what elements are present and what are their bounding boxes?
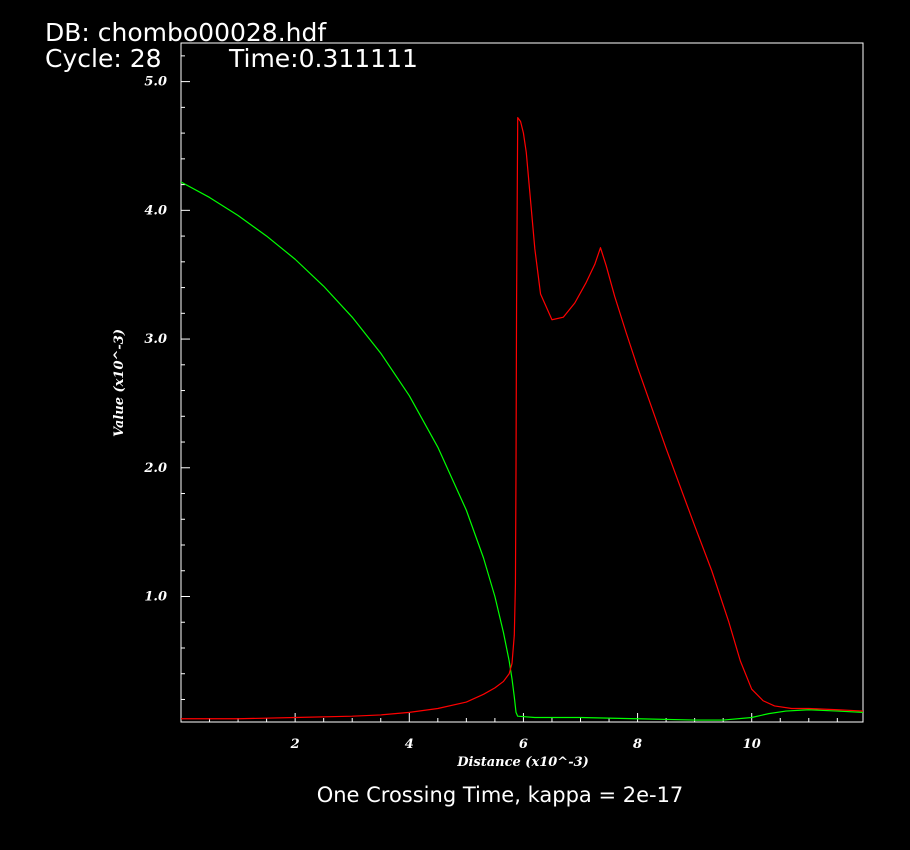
x-tick-label: 2: [290, 737, 300, 752]
cycle-label: Cycle: 28: [45, 44, 162, 73]
red-series-line: [181, 117, 864, 720]
y-tick-label: 3.0: [144, 332, 167, 347]
time-label: Time:0.311111: [229, 44, 418, 73]
plot-frame: [180, 42, 864, 723]
y-tick-label: 2.0: [143, 461, 167, 476]
x-axis-title: Distance (x10^-3): [456, 755, 589, 770]
database-label: DB: chombo00028.hdf: [45, 18, 327, 47]
x-tick-label: 10: [743, 737, 761, 752]
x-tick-label: 4: [405, 737, 414, 752]
x-tick-label: 6: [519, 737, 528, 752]
y-axis-title: Value (x10^-3): [112, 329, 127, 437]
x-tick-label: 8: [633, 737, 642, 752]
y-tick-label: 4.0: [144, 203, 167, 218]
chart-caption: One Crossing Time, kappa = 2e-17: [317, 783, 684, 807]
y-tick-label: 1.0: [144, 589, 167, 604]
y-tick-label: 5.0: [144, 75, 167, 90]
series-layer: [180, 117, 864, 721]
green-series-line: [180, 181, 864, 721]
axis-ticks: [181, 55, 838, 722]
tick-labels: 2 4 6 8 10 1.0 2.0 3.0 4.0 5.0: [143, 75, 760, 752]
